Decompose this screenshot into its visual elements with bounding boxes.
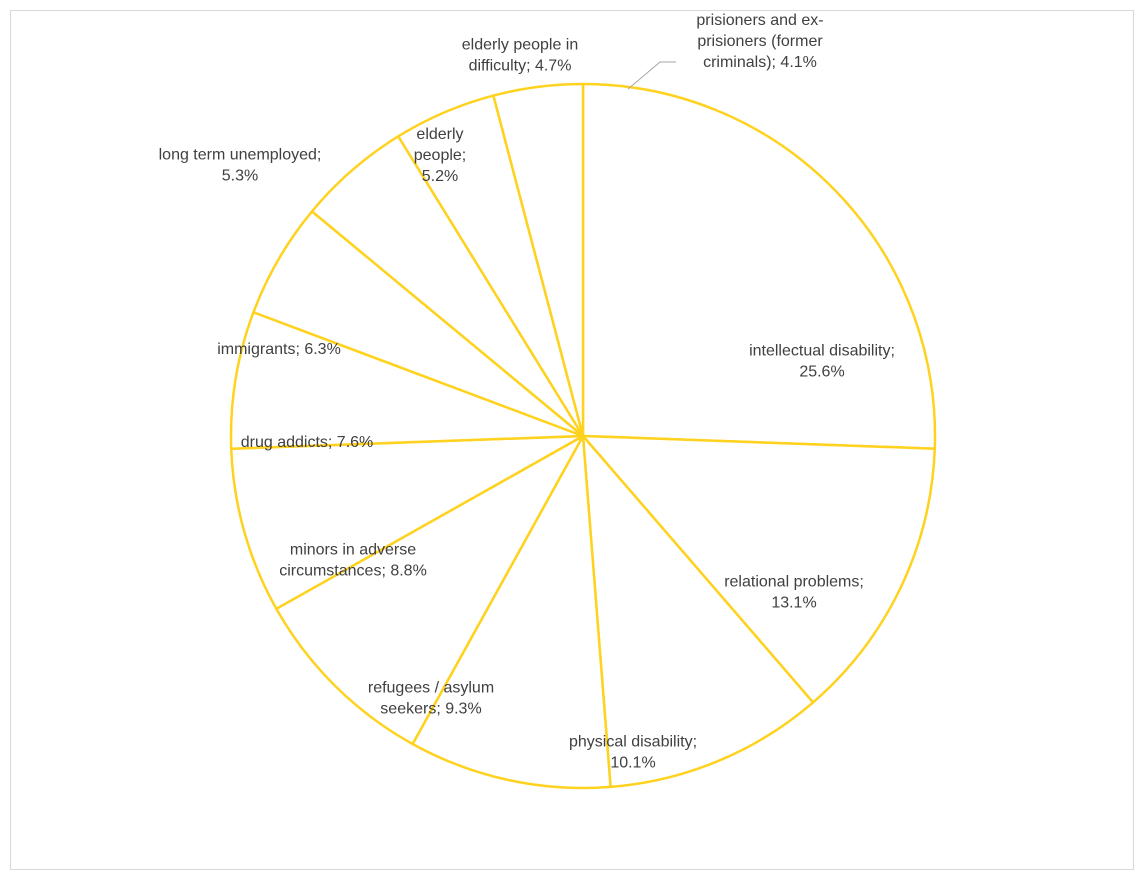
slice-label-10-line-2: criminals); 4.1% <box>703 54 817 71</box>
slice-label-8-line-0: elderly <box>416 126 463 143</box>
pie-slice-4 <box>275 434 585 746</box>
slice-label-7-line-1: 5.3% <box>222 168 258 185</box>
pie-slice-1 <box>581 434 937 704</box>
slice-label-10-line-0: prisioners and ex- <box>696 12 823 29</box>
slice-label-8-line-1: people; <box>414 147 467 164</box>
pie-slice-10 <box>492 82 585 438</box>
slice-label-6-line-0: immigrants; 6.3% <box>217 341 341 358</box>
pie-slice-3 <box>411 434 612 790</box>
slice-label-3-line-0: refugees / asylum <box>368 680 494 697</box>
slice-label-10-line-1: prisioners (former <box>697 33 823 50</box>
slice-label-7-line-0: long term unemployed; <box>159 147 322 164</box>
slice-label-4-line-1: circumstances; 8.8% <box>279 563 427 580</box>
slice-label-1-line-1: 13.1% <box>771 595 816 612</box>
pie-slice-0 <box>581 82 937 450</box>
slice-label-2-line-0: physical disability; <box>569 734 697 751</box>
slice-label-3-line-1: seekers; 9.3% <box>380 701 481 718</box>
pie-slice-2 <box>581 434 815 789</box>
pie-slice-6 <box>229 310 585 450</box>
slice-label-9-line-0: elderly people in <box>462 37 579 54</box>
pie-labels: intellectual disability; 25.6% relational … <box>159 12 895 772</box>
slice-label-1-line-0: relational problems; <box>724 574 864 591</box>
slice-label-0-line-1: 25.6% <box>799 364 844 381</box>
leader-line-prisioners <box>627 61 676 90</box>
pie-slices <box>229 82 937 790</box>
slice-label-0-line-0: intellectual disability; <box>749 343 895 360</box>
slice-label-4-line-0: minors in adverse <box>290 542 416 559</box>
slice-label-8-line-2: 5.2% <box>422 168 458 185</box>
slice-label-5-line-0: drug addicts; 7.6% <box>241 434 374 451</box>
pie-slice-5 <box>229 434 585 611</box>
slice-label-2-line-1: 10.1% <box>610 755 655 772</box>
slice-label-9-line-1: difficulty; 4.7% <box>469 58 572 75</box>
